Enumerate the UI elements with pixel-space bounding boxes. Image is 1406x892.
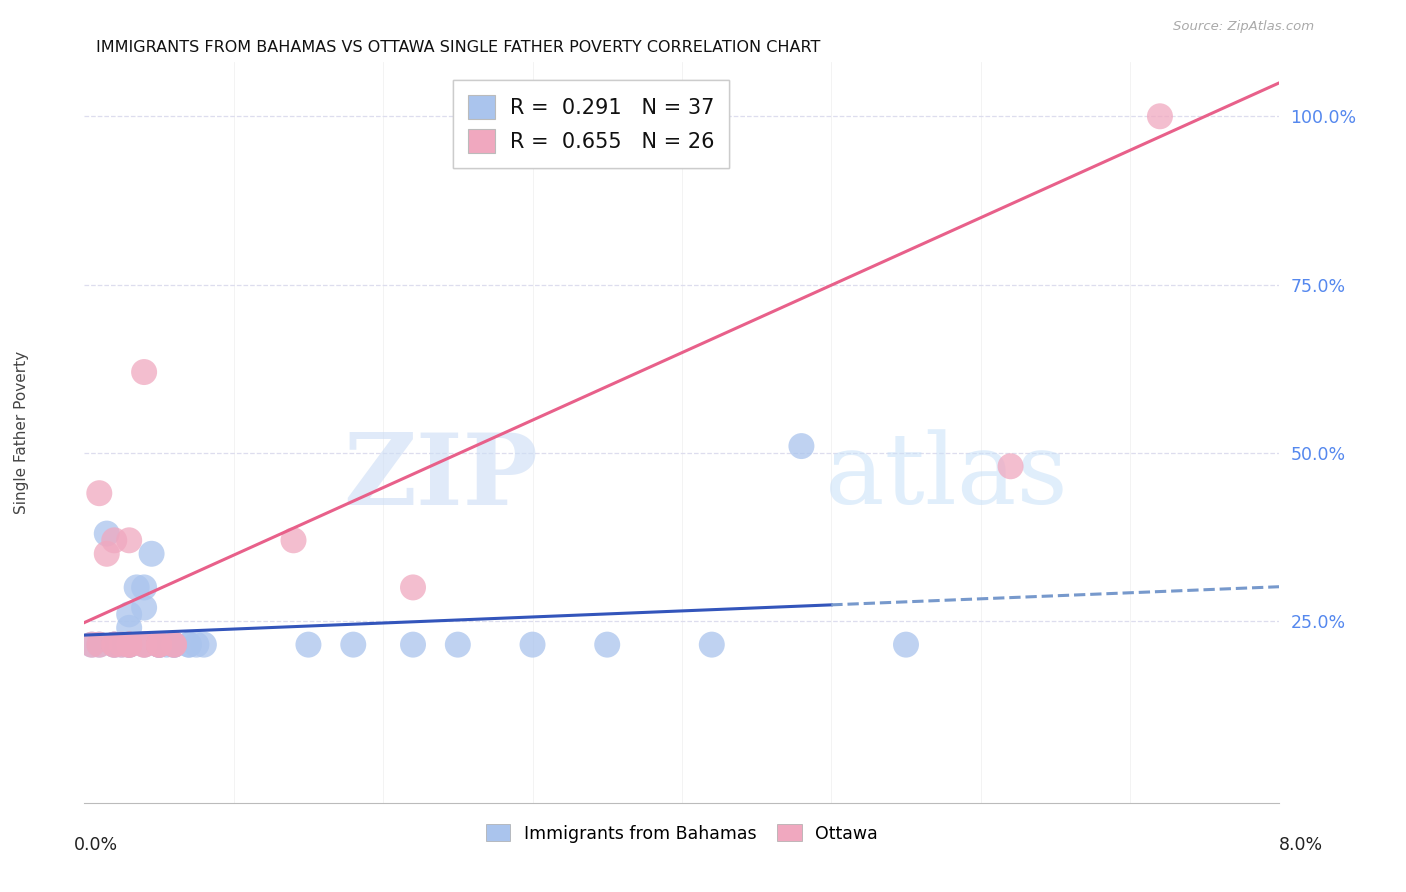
Point: [103, 638, 125, 652]
Point: [118, 607, 141, 622]
Point: [132, 365, 156, 379]
Point: [177, 638, 200, 652]
Point: [402, 581, 425, 595]
Point: [111, 638, 134, 652]
Point: [132, 600, 156, 615]
Point: [125, 581, 148, 595]
Point: [118, 638, 141, 652]
Point: [790, 439, 813, 453]
Point: [193, 638, 215, 652]
Point: [118, 621, 141, 635]
Point: [1149, 109, 1171, 123]
Point: [96, 526, 118, 541]
Text: 0.0%: 0.0%: [73, 836, 118, 854]
Point: [596, 638, 619, 652]
Point: [96, 547, 118, 561]
Point: [103, 638, 125, 652]
Point: [148, 638, 170, 652]
Point: [118, 638, 141, 652]
Point: [342, 638, 364, 652]
Point: [163, 638, 186, 652]
Point: [522, 638, 544, 652]
Point: [148, 638, 170, 652]
Text: IMMIGRANTS FROM BAHAMAS VS OTTAWA SINGLE FATHER POVERTY CORRELATION CHART: IMMIGRANTS FROM BAHAMAS VS OTTAWA SINGLE…: [96, 40, 820, 55]
Point: [89, 638, 111, 652]
Point: [80, 638, 103, 652]
Point: [177, 638, 200, 652]
Point: [163, 638, 186, 652]
Point: [132, 638, 156, 652]
Point: [155, 638, 177, 652]
Point: [894, 638, 917, 652]
Point: [447, 638, 470, 652]
Text: atlas: atlas: [825, 429, 1069, 524]
Point: [148, 638, 170, 652]
Point: [551, 109, 574, 123]
Point: [132, 638, 156, 652]
Point: [186, 638, 208, 652]
Text: 8.0%: 8.0%: [1278, 836, 1323, 854]
Point: [111, 638, 134, 652]
Point: [118, 638, 141, 652]
Point: [80, 638, 103, 652]
Point: [148, 638, 170, 652]
Point: [141, 547, 163, 561]
Point: [163, 638, 186, 652]
Point: [118, 533, 141, 548]
Text: ZIP: ZIP: [343, 428, 538, 525]
Point: [283, 533, 305, 548]
Point: [163, 638, 186, 652]
Point: [1000, 459, 1022, 474]
Point: [89, 638, 111, 652]
Point: [89, 486, 111, 500]
Point: [148, 638, 170, 652]
Text: Source: ZipAtlas.com: Source: ZipAtlas.com: [1174, 20, 1315, 33]
Point: [402, 638, 425, 652]
Point: [103, 638, 125, 652]
Point: [132, 638, 156, 652]
Point: [132, 581, 156, 595]
Point: [148, 638, 170, 652]
Point: [103, 533, 125, 548]
Point: [148, 638, 170, 652]
Legend: R =  0.291   N = 37, R =  0.655   N = 26: R = 0.291 N = 37, R = 0.655 N = 26: [453, 80, 728, 168]
Point: [297, 638, 319, 652]
Point: [163, 638, 186, 652]
Y-axis label: Single Father Poverty: Single Father Poverty: [14, 351, 28, 514]
Point: [700, 638, 723, 652]
Point: [118, 638, 141, 652]
Point: [118, 638, 141, 652]
Point: [700, 109, 723, 123]
Point: [103, 638, 125, 652]
Point: [118, 638, 141, 652]
